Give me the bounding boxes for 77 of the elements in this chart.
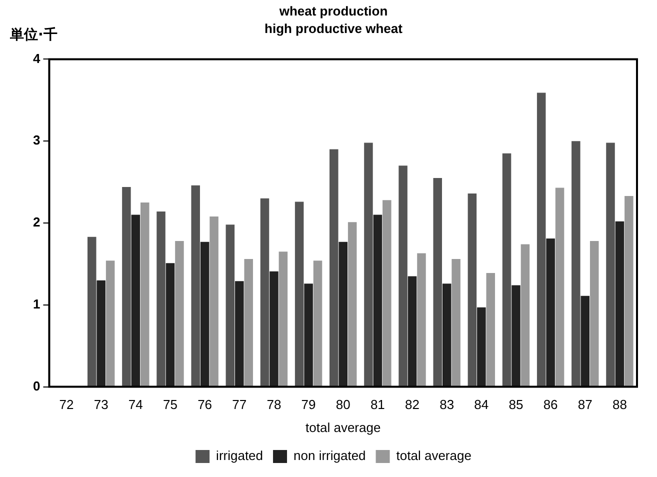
bar — [536, 92, 546, 386]
bar — [606, 142, 615, 386]
bar — [131, 214, 140, 386]
x-tick-label: 76 — [198, 397, 212, 412]
y-tick-label: 3 — [32, 132, 40, 148]
bar — [235, 281, 244, 386]
legend-label: non irrigated — [294, 448, 366, 464]
y-tick-label: 2 — [32, 214, 40, 230]
legend-label: irrigated — [216, 448, 264, 464]
x-tick-label: 75 — [163, 397, 178, 412]
bar — [166, 263, 175, 386]
bar — [278, 252, 288, 386]
bar — [226, 224, 235, 386]
x-tick-label: 85 — [508, 397, 524, 412]
bar — [546, 238, 555, 386]
chart-subtitle: high productive wheat — [264, 20, 404, 36]
chart-title: wheat production — [278, 3, 388, 18]
bar — [555, 188, 564, 386]
bar — [96, 280, 106, 386]
bar — [433, 178, 442, 386]
x-tick-label: 86 — [543, 397, 558, 412]
bar — [417, 253, 426, 386]
x-tick-label: 78 — [266, 397, 282, 412]
bar — [313, 260, 322, 386]
y-tick-label: 4 — [32, 50, 41, 66]
bar — [156, 212, 166, 386]
x-tick-label: 73 — [94, 397, 108, 412]
bar — [270, 271, 278, 386]
bar — [442, 284, 452, 386]
bar — [191, 185, 200, 386]
x-tick-label: 77 — [232, 397, 247, 412]
bar — [348, 222, 357, 386]
x-tick-label: 79 — [301, 397, 316, 412]
y-tick-label: 1 — [32, 296, 40, 312]
bar — [304, 284, 313, 386]
x-axis-title: total average — [306, 420, 381, 435]
x-tick-label: 84 — [474, 397, 489, 412]
bar — [468, 194, 477, 386]
bar — [106, 260, 115, 386]
bar — [590, 241, 599, 386]
x-tick-label: 88 — [612, 397, 627, 412]
x-tick-label: 72 — [59, 397, 74, 412]
x-tick-label: 83 — [440, 397, 454, 412]
bar — [140, 202, 150, 386]
bar — [294, 202, 304, 386]
bar — [244, 259, 253, 386]
bar — [260, 198, 270, 386]
bar — [87, 236, 96, 386]
bar — [210, 216, 218, 386]
y-tick-label: 0 — [32, 378, 40, 394]
bar — [338, 242, 348, 386]
bar — [200, 242, 210, 386]
bar — [408, 276, 417, 386]
bar — [364, 142, 373, 386]
x-tick-label: 81 — [370, 397, 385, 412]
bar — [477, 307, 486, 386]
bar — [330, 149, 338, 386]
bar — [486, 272, 496, 386]
bar — [572, 141, 580, 386]
x-tick-label: 82 — [405, 397, 420, 412]
bar — [398, 166, 408, 386]
bar — [382, 200, 392, 386]
bar — [122, 186, 131, 386]
bar — [615, 221, 624, 386]
bar — [512, 285, 520, 386]
x-tick-label: 87 — [578, 397, 592, 412]
y-axis-title: 単位·千 — [10, 26, 58, 44]
bar — [624, 196, 634, 386]
bar — [520, 244, 530, 386]
bar — [175, 241, 184, 386]
bar — [452, 259, 460, 386]
bar — [502, 153, 512, 386]
bar — [580, 296, 590, 386]
x-tick-label: 80 — [336, 397, 350, 412]
bar — [373, 214, 382, 386]
legend-label: total average — [396, 448, 472, 464]
x-tick-label: 74 — [128, 397, 143, 412]
